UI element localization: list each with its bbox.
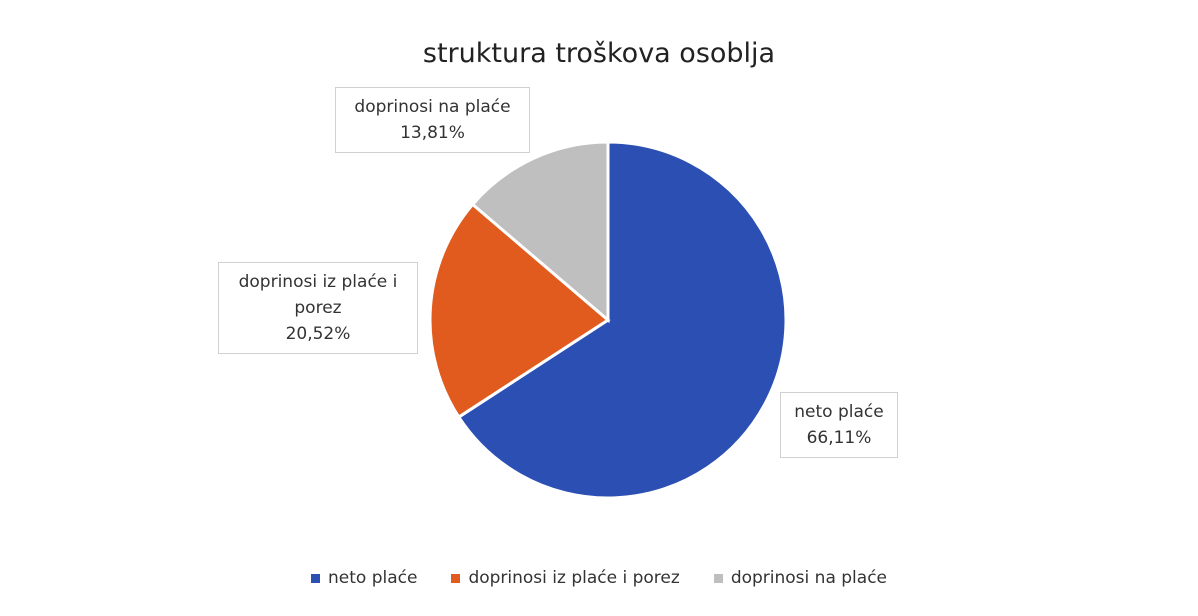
- data-label: neto plaće 66,11%: [780, 392, 898, 458]
- legend-swatch: [713, 573, 723, 583]
- legend-label: doprinosi na plaće: [730, 568, 887, 588]
- data-label: doprinosi iz plaće i porez 20,52%: [218, 262, 418, 354]
- pie-slice: [470, 140, 610, 324]
- data-label-value: 66,11%: [806, 428, 872, 448]
- data-label-value: 13,81%: [400, 123, 465, 143]
- legend-item: doprinosi iz plaće i porez: [451, 568, 680, 588]
- legend-swatch: [451, 573, 461, 583]
- legend-item: neto plaće: [310, 568, 418, 588]
- legend: neto plaće doprinosi iz plaće i porez dopr…: [0, 568, 1198, 588]
- legend-label: neto plaće: [327, 568, 418, 588]
- legend-swatch: [310, 573, 320, 583]
- legend-item: doprinosi na plaće: [713, 568, 887, 588]
- chart-title: struktura troškova osoblja: [422, 38, 776, 69]
- data-label: doprinosi na plaće 13,81%: [335, 87, 530, 153]
- data-label-category: doprinosi iz plaće i porez: [238, 272, 398, 318]
- pie-slice: [428, 202, 611, 420]
- pie-slice: [456, 140, 788, 500]
- data-label-category: doprinosi na plaće: [354, 97, 511, 117]
- data-label-value: 20,52%: [285, 324, 351, 344]
- legend-label: doprinosi iz plaće i porez: [468, 568, 680, 588]
- data-label-category: neto plaće: [794, 402, 884, 422]
